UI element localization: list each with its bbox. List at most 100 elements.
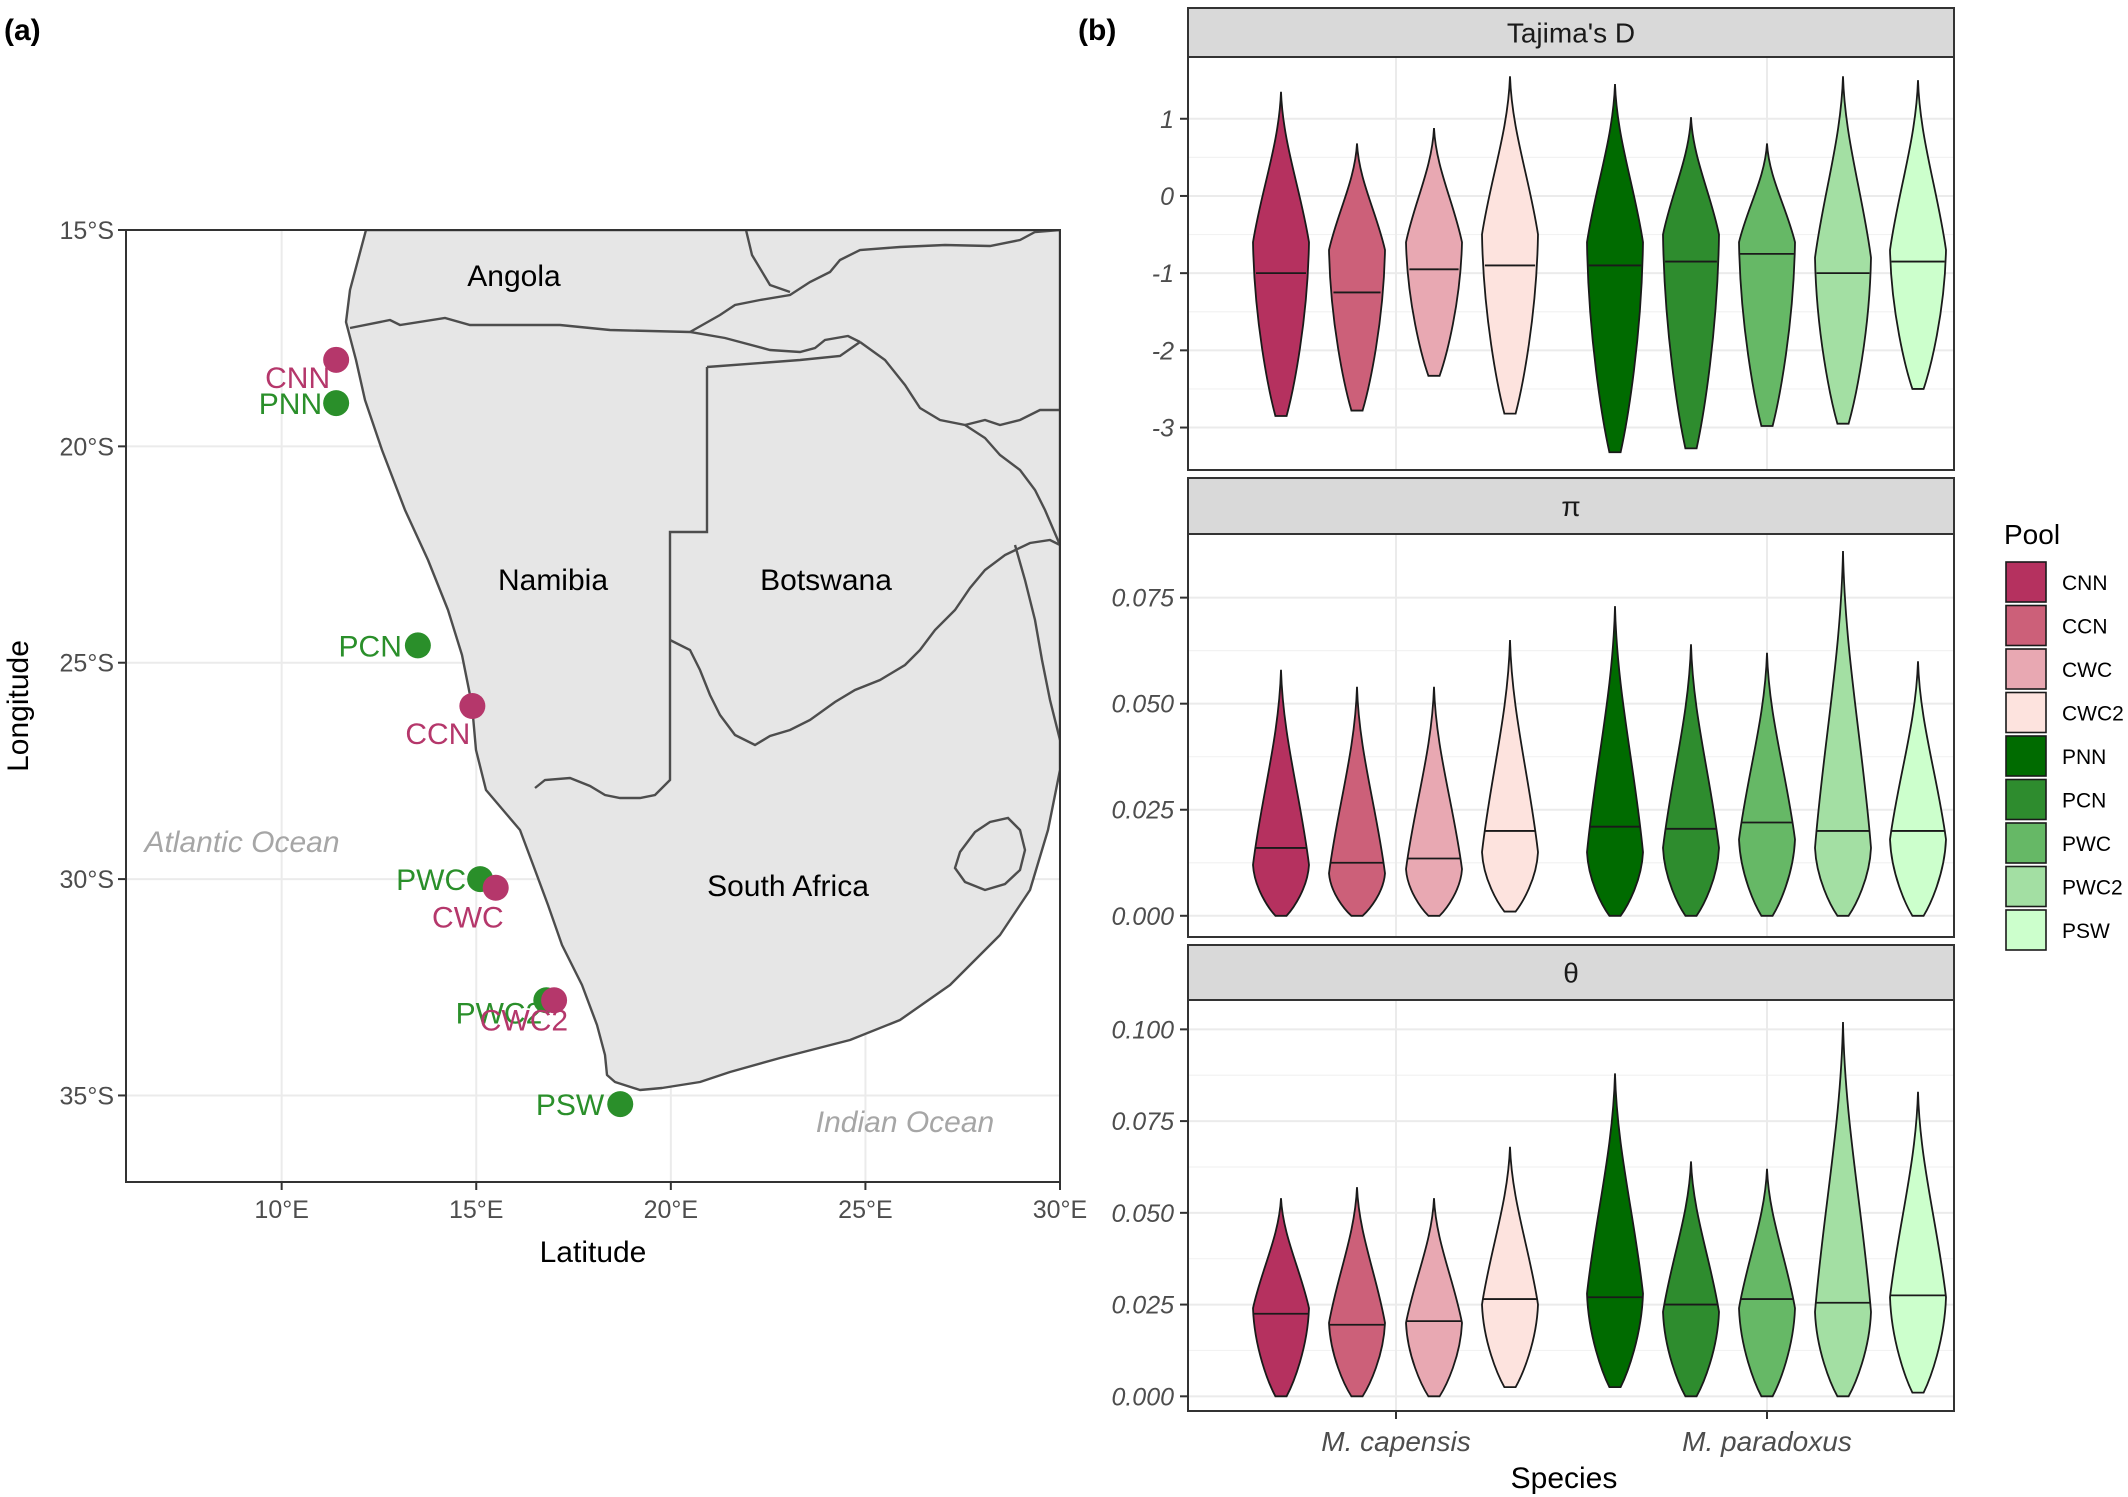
facet-plot-border [1187, 999, 1955, 1412]
map-x-axis-title: Latitude [540, 1236, 647, 1269]
facet-3: θ 0.100 0.075 0.050 0.025 0.000 [1111, 944, 1955, 1412]
map-x-tick-label: 10°E [254, 1196, 308, 1224]
facet-y-tick-label: -3 [1152, 415, 1174, 443]
border-angola-east [689, 230, 1060, 334]
facet-y-tick-label: 0.000 [1111, 903, 1174, 931]
site-point-cnn [323, 346, 350, 373]
map-land [344, 230, 1060, 1092]
violin-pnn [1586, 606, 1644, 917]
legend-key-cwc2 [2005, 691, 2047, 734]
border-namibia-botswana [534, 367, 709, 800]
legend-label-cwc: CWC [2062, 659, 2112, 682]
map-panel: Angola Namibia Botswana South Africa Atl… [2, 217, 1087, 1269]
map-plot-border [125, 229, 1061, 1183]
violin-psw [1889, 80, 1947, 390]
site-label-cwc2: CWC2 [480, 1004, 568, 1037]
violin-psw [1889, 661, 1947, 917]
country-label-south-africa: South Africa [707, 870, 869, 903]
ocean-label-atlantic: Atlantic Ocean [142, 826, 339, 859]
africa-landmass [344, 230, 1060, 1092]
violin-cwc [1405, 1198, 1463, 1398]
map-y-tick-label: 20°S [60, 433, 114, 461]
site-point-psw [607, 1091, 634, 1118]
facet-y-tick-label: 0.025 [1111, 797, 1174, 825]
legend-label-cnn: CNN [2062, 572, 2108, 595]
panel-label-b: (b) [1078, 14, 1116, 47]
facet-y-tick-label: 0.100 [1111, 1016, 1174, 1044]
legend-label-psw: PSW [2062, 920, 2110, 943]
legend-label-pwc2: PWC2 [2062, 877, 2123, 900]
violin-pcn [1662, 117, 1720, 450]
border-zimbabwe [964, 408, 1060, 427]
site-label-pcn: PCN [339, 630, 402, 663]
facet-y-tick-label: 0 [1160, 183, 1174, 211]
legend-key-psw [2005, 909, 2047, 951]
site-label-cwc: CWC [432, 902, 504, 935]
border-caprivi [706, 341, 861, 369]
pool-legend: Pool CNN CCN CWC CWC2 PNN PCN PWC PWC2 PSW [2004, 519, 2124, 951]
map-axes: 10°E 15°E 20°E 25°E 30°E 15°S 20°S 25°S 30°S 35°S [60, 217, 1088, 1224]
border-botswana-south [669, 538, 1060, 747]
violin-x-axis-title: Species [1511, 1462, 1618, 1495]
legend-key-pcn [2005, 778, 2047, 821]
site-label-ccn: CCN [405, 718, 470, 751]
legend-label-pnn: PNN [2062, 746, 2106, 769]
panel-label-a: (a) [4, 14, 41, 47]
facet-strip [1187, 7, 1955, 58]
facet-y-tick-label: -2 [1152, 337, 1174, 365]
site-label-pwc: PWC [396, 864, 466, 897]
facet-strip-label: Tajima's D [1507, 18, 1635, 49]
site-point-pnn [323, 390, 350, 417]
site-label-psw: PSW [536, 1089, 605, 1122]
map-y-axis-title: Longitude [2, 640, 35, 772]
facet-y-tick-label: 0.000 [1111, 1383, 1174, 1411]
legend-key-cwc [2005, 648, 2047, 690]
map-y-tick-label: 35°S [60, 1082, 114, 1110]
site-point-cwc [482, 874, 509, 901]
legend-key-ccn [2005, 604, 2047, 647]
violin-pcn [1662, 644, 1720, 917]
map-labels: Angola Namibia Botswana South Africa Atl… [142, 260, 994, 1139]
violin-panel: Tajima's D10-1-2-3π0.0750.0500.0250.000θ… [1111, 7, 1955, 1457]
violin-pnn [1586, 83, 1644, 454]
legend-key-pwc [2005, 822, 2047, 864]
facet-1: Tajima's D 1 0 -1 -2 -3 [1152, 7, 1955, 471]
facet-2: π 0.075 0.050 0.025 0.000 [1111, 477, 1955, 938]
facet-y-tick-label: 0.075 [1111, 1108, 1174, 1136]
map-y-tick-label: 30°S [60, 866, 114, 894]
species-tick-label: M. capensis [1321, 1426, 1470, 1457]
map-x-tick-label: 15°E [449, 1196, 503, 1224]
map-x-tick-label: 30°E [1033, 1196, 1087, 1224]
country-label-namibia: Namibia [498, 564, 608, 597]
site-label-cnn: CNN [265, 362, 330, 395]
facet-y-tick-label: 0.025 [1111, 1292, 1174, 1320]
border-botswana-east [859, 341, 1060, 546]
violin-pwc [1738, 1168, 1796, 1398]
map-y-tick-label: 15°S [60, 217, 114, 245]
facet-strip-label: π [1561, 491, 1580, 522]
facet-plot-border [1187, 533, 1955, 938]
species-tick-label: M. paradoxus [1682, 1426, 1852, 1457]
violin-cwc [1405, 127, 1463, 377]
facet-strip [1187, 477, 1955, 535]
violin-ccn [1328, 686, 1386, 917]
facet-plot-border [1187, 56, 1955, 471]
country-label-angola: Angola [467, 260, 561, 293]
legend-label-pcn: PCN [2062, 790, 2106, 813]
country-label-botswana: Botswana [760, 564, 892, 597]
violin-pcn [1662, 1161, 1720, 1398]
border-mozambique [1013, 544, 1060, 741]
legend-label-cwc2: CWC2 [2062, 703, 2124, 726]
violin-cwc2 [1481, 1146, 1539, 1389]
violin-ccn [1328, 1187, 1386, 1398]
legend-key-pnn [2005, 735, 2047, 777]
legend-title: Pool [2004, 519, 2060, 550]
facet-y-tick-label: 0.050 [1111, 1200, 1174, 1228]
legend-label-pwc: PWC [2062, 833, 2111, 856]
violin-cnn [1252, 669, 1310, 917]
facet-y-tick-label: -1 [1152, 260, 1174, 288]
facet-y-tick-label: 0.075 [1111, 585, 1174, 613]
map-x-tick-label: 25°E [838, 1196, 892, 1224]
